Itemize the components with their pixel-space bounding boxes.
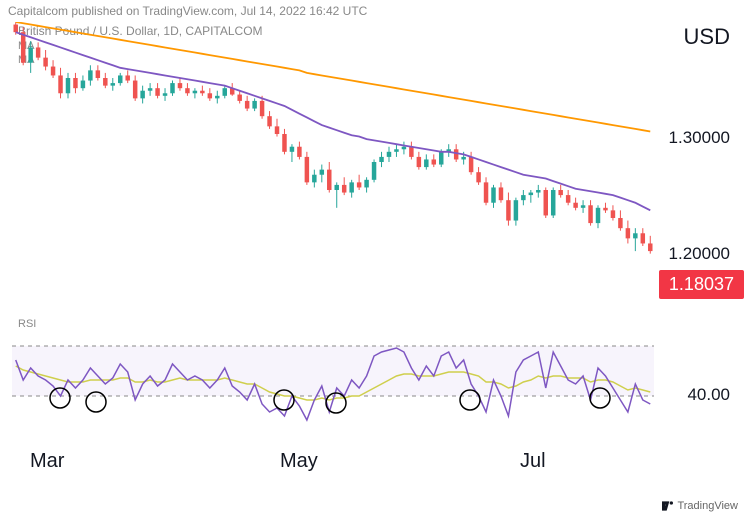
footer-brand: TradingView [662, 500, 738, 512]
x-tick-jul: Jul [520, 450, 546, 473]
rsi-tick-40: 40.00 [687, 385, 730, 405]
chart-container: Capitalcom published on TradingView.com,… [0, 0, 750, 518]
y-tick-1.3: 1.30000 [669, 128, 730, 148]
x-tick-mar: Mar [30, 450, 64, 473]
y-tick-1.2: 1.20000 [669, 244, 730, 264]
currency-label: USD [684, 24, 730, 50]
rsi-pane[interactable] [12, 316, 654, 436]
current-price-badge: 1.18037 [659, 270, 744, 299]
footer-brand-text: TradingView [677, 500, 738, 512]
tradingview-logo-icon [662, 500, 674, 512]
x-tick-may: May [280, 450, 318, 473]
publisher-label: Capitalcom published on TradingView.com,… [8, 4, 367, 18]
price-chart-pane[interactable] [12, 22, 654, 302]
